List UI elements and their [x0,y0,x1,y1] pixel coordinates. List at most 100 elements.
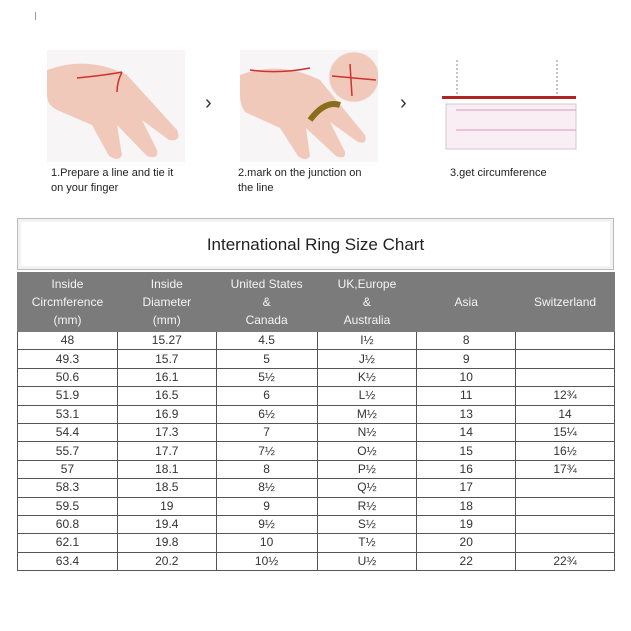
table-cell: 18.5 [116,478,217,498]
table-row: 58.3 18.5 8½ Q½ 17 [17,478,615,498]
table-cell: 19.8 [116,533,217,553]
table-header-row: Inside Circmference (mm) Inside Diameter (mm)… [17,272,615,332]
table-cell: 17¾ [515,459,615,480]
table-cell [515,478,615,498]
table-cell: 19.4 [116,514,217,535]
table-cell: 53.1 [17,404,118,424]
table-cell: 63.4 [17,551,118,572]
table-row: 53.1 16.9 6½ M½ 13 14 [17,404,615,424]
table-row: 59.5 19 9 R½ 18 [17,496,615,516]
column-header-line: & [262,295,271,309]
table-cell: 8½ [215,478,318,498]
chevron-right-icon: › [205,92,212,114]
table-cell: K½ [316,367,418,388]
table-cell [515,514,615,535]
table-cell: 13 [416,404,517,424]
column-header: Asia [416,272,517,332]
column-header: United States & Canada [215,272,318,332]
table-row: 50.6 16.1 5½ K½ 10 [17,367,615,388]
table-cell: 10½ [215,551,318,572]
table-cell: S½ [316,514,418,535]
column-header-line: Asia [454,295,478,309]
table-cell: 50.6 [17,367,118,388]
table-cell: U½ [316,551,418,572]
table-cell: 8 [215,459,318,480]
caption-line: 2.mark on the junction on [238,167,362,179]
table-row: 54.4 17.3 7 N½ 14 15¼ [17,422,615,443]
step-2-caption: 2.mark on the junction on the line [238,166,388,196]
table-cell: 11 [416,386,517,406]
column-header-line: UK,Europe [337,277,397,291]
table-row: 57 18.1 8 P½ 16 17¾ [17,459,615,480]
column-header-line: Inside [150,277,183,291]
table-cell: R½ [316,496,418,516]
table-cell: N½ [316,422,418,443]
table-cell: 9 [215,496,318,516]
table-cell: 18.1 [116,459,217,480]
table-cell: 22 [416,551,517,572]
table-cell: 14 [515,404,615,424]
ring-size-table: Inside Circmference (mm) Inside Diameter (mm)… [17,272,615,572]
table-row: 63.4 20.2 10½ U½ 22 22¾ [17,551,615,572]
table-cell: 62.1 [17,533,118,553]
table-cell: M½ [316,404,418,424]
table-cell [515,367,615,388]
table-cell: 15.7 [116,349,217,369]
table-cell: 60.8 [17,514,118,535]
table-cell: 12¾ [515,386,615,406]
table-cell: O½ [316,441,418,461]
table-cell: 59.5 [17,496,118,516]
table-cell: 10 [416,367,517,388]
table-cell: 22¾ [515,551,615,572]
table-cell: 20.2 [116,551,217,572]
column-header-line: United States [230,277,303,291]
table-cell: 4.5 [215,330,318,351]
column-header-line: Canada [245,313,288,327]
table-cell: 18 [416,496,517,516]
table-cell: Q½ [316,478,418,498]
table-cell: 6 [215,386,318,406]
table-row: 49.3 15.7 5 J½ 9 [17,349,615,369]
column-header: Switzerland [515,272,615,332]
table-cell: 7½ [215,441,318,461]
hand-with-string-image [47,50,185,162]
table-cell [515,496,615,516]
table-cell: 58.3 [17,478,118,498]
caption-line: the line [238,182,274,194]
table-cell: 6½ [215,404,318,424]
table-cell: P½ [316,459,418,480]
table-cell: 7 [215,422,318,443]
caption-line: on your finger [51,182,119,194]
table-cell: T½ [316,533,418,553]
table-cell: 16.9 [116,404,217,424]
table-cell: 20 [416,533,517,553]
table-cell: 16 [416,459,517,480]
table-row: 48 15.27 4.5 I½ 8 [17,330,615,351]
caption-line: 3.get circumference [450,167,547,179]
hand-marking-string-image [240,50,378,162]
table-cell: 15 [416,441,517,461]
table-cell: 5½ [215,367,318,388]
table-cell: 17.3 [116,422,217,443]
column-header-line: Circmference [31,295,104,309]
column-header: UK,Europe & Australia [316,272,418,332]
chart-title: International Ring Size Chart [206,235,425,254]
table-row: 62.1 19.8 10 T½ 20 [17,533,615,553]
table-cell [515,330,615,351]
column-header-line: & [362,295,371,309]
table-cell: L½ [316,386,418,406]
column-header: Inside Diameter (mm) [116,272,217,332]
table-cell: 9 [416,349,517,369]
table-cell: 55.7 [17,441,118,461]
table-cell: 16½ [515,441,615,461]
table-cell: I½ [316,330,418,351]
table-cell: 19 [116,496,217,516]
column-header-line: Diameter [142,295,192,309]
decorative-mark [35,12,36,20]
table-cell: 48 [17,330,118,351]
table-row: 60.8 19.4 9½ S½ 19 [17,514,615,535]
table-cell: 5 [215,349,318,369]
caption-line: 1.Prepare a line and tie it [51,167,174,179]
table-cell: 9½ [215,514,318,535]
table-body: 48 15.27 4.5 I½ 8 49.3 15.7 5 J½ 9 50.6 16.1 5½ K½ 10 5… [17,330,615,572]
